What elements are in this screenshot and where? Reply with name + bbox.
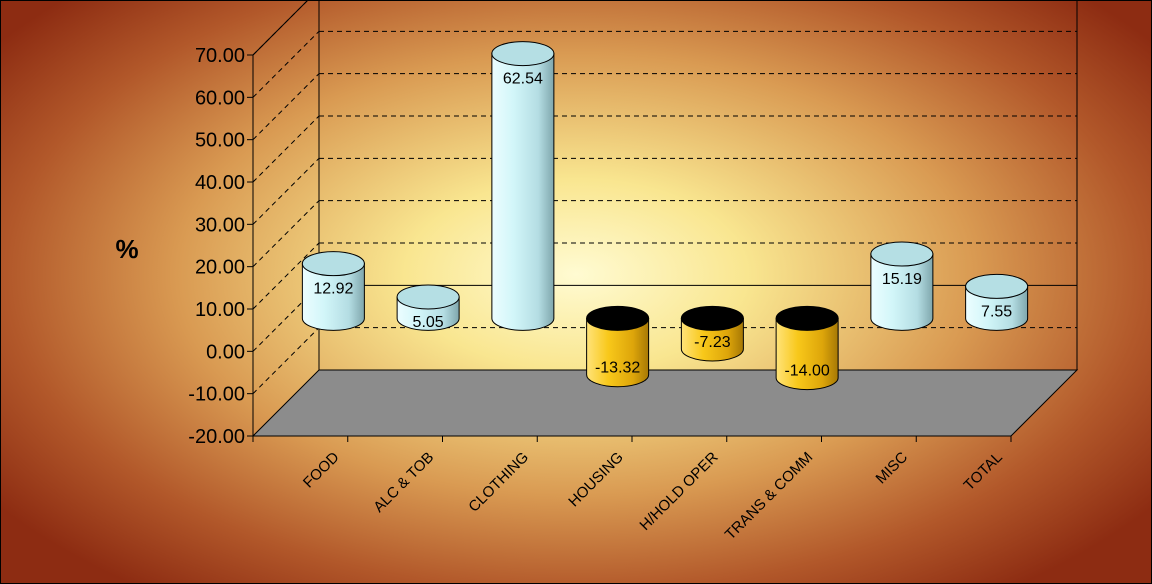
bar-body: [870, 253, 934, 331]
gridline-side: [252, 73, 320, 141]
x-tick-label: ALC & TOB: [370, 449, 437, 516]
y-tick-label: 30.00: [195, 214, 245, 236]
bar-top-cap: [965, 273, 1029, 299]
plot-walls: [247, 1, 1079, 442]
bar-value-label: 62.54: [503, 71, 543, 88]
y-tick-label: 0.00: [206, 341, 245, 363]
y-tick-label: -20.00: [188, 426, 245, 448]
bar-top-cap: [396, 284, 460, 310]
bar-top-cap: [870, 241, 934, 267]
bar-body: [965, 285, 1029, 331]
y-tick-label: 20.00: [195, 257, 245, 279]
gridline-side: [252, 30, 320, 98]
x-axis-category-labels: FOOD ALC & TOB CLOTHING HOUSING H/HOLD OPER T…: [300, 449, 1006, 544]
bar-top-cap: [775, 305, 839, 331]
bar-value-label: -7.23: [694, 334, 731, 351]
bar-body: [775, 317, 839, 391]
bar-body: [301, 263, 365, 331]
gridline-side: [252, 284, 320, 352]
bar-value-label: -13.32: [595, 360, 640, 377]
gridline-side: [252, 200, 320, 268]
x-tick-label: TOTAL: [961, 449, 1006, 494]
y-tick-label: -10.00: [188, 384, 245, 406]
gridline-side: [252, 327, 320, 395]
y-tick-label: 40.00: [195, 172, 245, 194]
y-tick-label: 60.00: [195, 87, 245, 109]
bar: 12.92: [301, 251, 365, 331]
y-axis-tick-labels: -20.00 -10.00 0.00 10.00 20.00 30.00 40.00 50.0…: [188, 45, 245, 448]
x-tick-label: H/HOLD OPER: [636, 449, 721, 534]
bar-body: [491, 53, 555, 331]
bar-top-cap: [491, 41, 555, 67]
y-tick-label: 50.00: [195, 130, 245, 152]
bar-value-label: 12.92: [313, 281, 353, 298]
bar-body: [586, 317, 650, 388]
x-tick-label: CLOTHING: [465, 449, 532, 516]
bar: -14.00: [775, 305, 839, 391]
y-tick-label: 70.00: [195, 45, 245, 67]
x-tick-label: TRANS & COMM: [722, 449, 817, 544]
bar: 62.54: [491, 41, 555, 331]
gridline-side: [252, 115, 320, 183]
bar-value-label: -14.00: [784, 363, 829, 380]
chart-floor: [251, 369, 1079, 437]
side-wall-top-edge: [252, 1, 308, 56]
bar-series: 12.92 5.05 62.54 -13.32 -7.23 -14.00 15.19 7.55: [301, 41, 1029, 391]
gridline-side: [252, 157, 320, 225]
x-tick-label: HOUSING: [565, 449, 627, 511]
bar: -7.23: [680, 305, 744, 362]
bar: 15.19: [870, 241, 934, 331]
gridline-side: [252, 1, 308, 56]
bar-value-label: 5.05: [413, 314, 444, 331]
x-tick-label: FOOD: [300, 449, 343, 492]
x-tick-label: MISC: [873, 449, 912, 488]
bar: -13.32: [586, 305, 650, 388]
bar: 7.55: [965, 273, 1029, 331]
bar-top-cap: [301, 251, 365, 277]
bar-top-cap: [680, 305, 744, 331]
y-axis-label: %: [115, 234, 138, 264]
gridline-side: [252, 242, 320, 310]
bar: 5.05: [396, 284, 460, 331]
y-tick-label: 10.00: [195, 299, 245, 321]
bar-value-label: 15.19: [882, 271, 922, 288]
bar-top-cap: [586, 305, 650, 331]
bar-value-label: 7.55: [981, 303, 1012, 320]
